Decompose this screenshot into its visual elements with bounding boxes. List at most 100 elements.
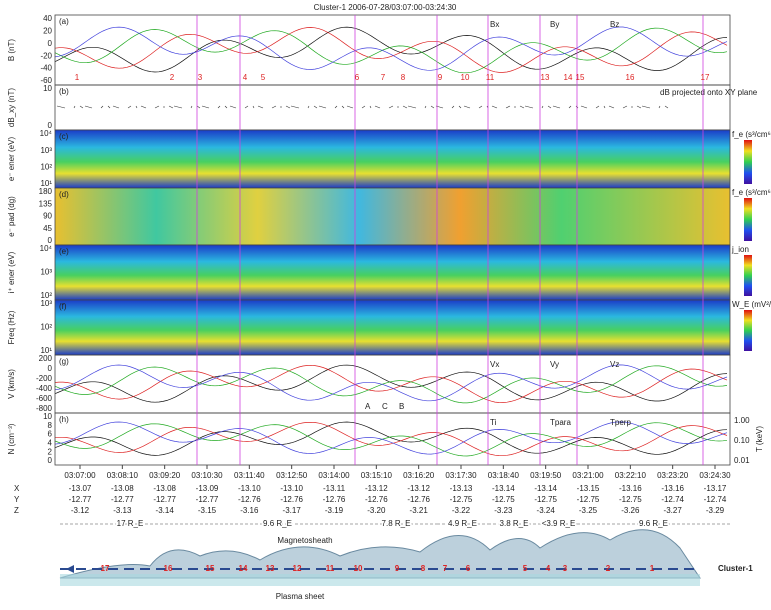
coord-value: -12.77 — [111, 495, 134, 504]
y-tick-label: 10³ — [40, 146, 52, 155]
vector — [451, 105, 455, 109]
vector — [547, 105, 552, 109]
vector — [491, 105, 498, 109]
y-tick-label: -400 — [36, 384, 53, 393]
vector — [307, 105, 310, 109]
event-number: 15 — [576, 73, 585, 82]
annotation: Vy — [550, 360, 559, 369]
vector — [168, 105, 174, 109]
coord-value: -12.75 — [619, 495, 642, 504]
annotation: B — [399, 402, 404, 411]
trace — [54, 27, 728, 74]
coord-value: -13.14 — [492, 484, 515, 493]
coord-value: -3.21 — [410, 506, 429, 515]
diagram-event: 6 — [466, 564, 471, 573]
vector — [552, 105, 561, 109]
y-tick-label: 40 — [43, 14, 52, 23]
coord-value: -12.77 — [196, 495, 219, 504]
y-axis-label: i⁺ ener (eV) — [7, 251, 16, 293]
coord-value: -12.74 — [704, 495, 727, 504]
plasma-sheet-band — [60, 574, 700, 586]
vector — [271, 105, 277, 109]
vector — [290, 105, 300, 109]
y-tick-label: 6 — [48, 430, 53, 439]
vector — [127, 105, 132, 109]
y-tick-label: -60 — [40, 76, 52, 85]
y-tick-label: -600 — [36, 394, 53, 403]
coord-value: -13.16 — [619, 484, 642, 493]
coord-value: -12.76 — [365, 495, 388, 504]
coord-value: -12.76 — [238, 495, 261, 504]
colorbar — [744, 255, 752, 296]
annotation: Bz — [610, 20, 619, 29]
y-tick-label: 10² — [40, 291, 52, 300]
y-axis-label: e⁻ ener (eV) — [7, 137, 16, 182]
annotation: Tpara — [550, 418, 571, 427]
colorbar — [744, 140, 752, 184]
panel-label: (e) — [59, 247, 69, 256]
coord-value: -3.22 — [452, 506, 471, 515]
annotation: By — [550, 20, 559, 29]
trace — [54, 365, 728, 404]
panel-label: (f) — [59, 302, 67, 311]
vector — [107, 105, 111, 109]
y-tick-label: 135 — [39, 199, 53, 208]
vector — [224, 105, 228, 109]
y-tick-label: 180 — [39, 187, 53, 196]
coord-value: -13.10 — [238, 484, 261, 493]
coord-name: Z — [14, 506, 19, 515]
vector — [257, 105, 264, 109]
vector — [402, 105, 408, 109]
vector — [73, 105, 76, 109]
annotation: Vz — [610, 360, 619, 369]
y-tick-label: 0 — [48, 364, 53, 373]
colorbar-label: W_E (mV²/m²·Hz) — [732, 300, 771, 309]
panel-frame — [54, 412, 731, 466]
coord-value: -3.14 — [156, 506, 175, 515]
event-number: 14 — [564, 73, 573, 82]
coord-value: -3.29 — [706, 506, 725, 515]
y-tick-label: 4 — [48, 439, 53, 448]
spectrogram — [55, 130, 730, 188]
trace — [54, 27, 728, 73]
vector — [252, 105, 255, 109]
event-number: 8 — [401, 73, 406, 82]
time-label: 03:09:20 — [149, 471, 181, 480]
vector — [135, 105, 138, 109]
coord-value: -3.26 — [621, 506, 640, 515]
event-number: 16 — [626, 73, 635, 82]
vector — [505, 105, 511, 109]
vector — [478, 105, 483, 109]
coord-value: -12.75 — [450, 495, 473, 504]
diagram-event: 13 — [266, 564, 275, 573]
vector — [244, 105, 249, 109]
colorbar-label: j_ion — [731, 245, 749, 254]
coord-value: -13.07 — [69, 484, 92, 493]
colorbar-label: f_e (s³/cm⁶) — [732, 188, 771, 197]
vector — [595, 105, 600, 109]
region-label: Plasma sheet — [276, 592, 325, 601]
y-tick-label: 10³ — [40, 299, 52, 308]
distance-label: <3.9 R_E — [542, 519, 576, 528]
coord-value: -13.10 — [280, 484, 303, 493]
time-label: 03:24:30 — [699, 471, 731, 480]
coord-value: -3.17 — [283, 506, 302, 515]
y-tick-label: 0 — [48, 121, 53, 130]
trace — [54, 421, 728, 455]
vector — [369, 105, 372, 109]
y-tick-label: 2 — [48, 447, 53, 456]
y-tick-label: 10¹ — [40, 179, 52, 188]
vector — [84, 105, 93, 109]
vector — [313, 105, 318, 109]
diagram-event: 9 — [395, 564, 400, 573]
time-label: 03:18:40 — [488, 471, 520, 480]
trace — [54, 421, 728, 456]
coord-value: -13.17 — [704, 484, 727, 493]
coord-value: -13.08 — [111, 484, 134, 493]
spectrogram — [55, 245, 730, 300]
right-axis-label: T (keV) — [755, 426, 764, 452]
y-tick-label: 10 — [43, 412, 52, 421]
diagram-event: 3 — [563, 564, 568, 573]
coord-value: -12.76 — [323, 495, 346, 504]
